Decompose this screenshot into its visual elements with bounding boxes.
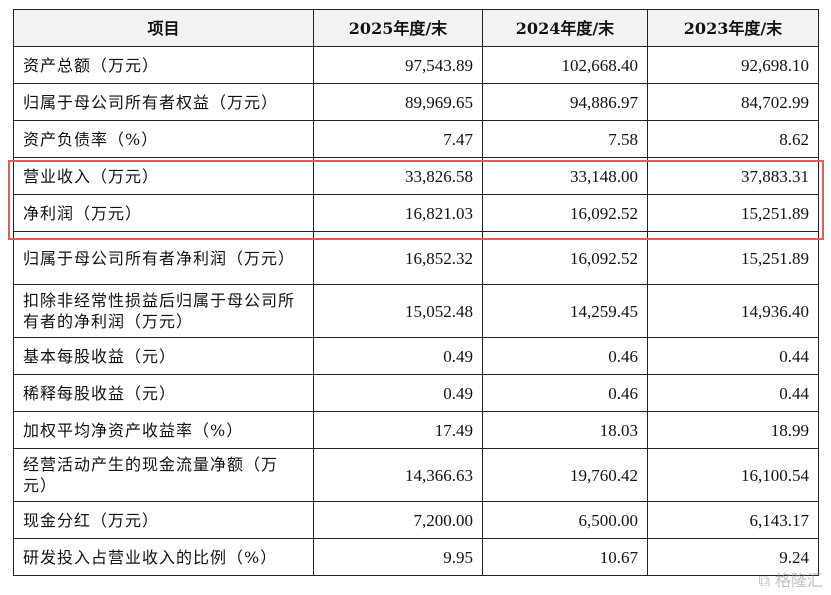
row-label: 扣除非经常性损益后归属于母公司所有者的净利润（万元） — [13, 284, 314, 338]
cell-value: 8.62 — [647, 120, 819, 158]
cell-value: 18.99 — [647, 411, 819, 449]
header-2025: 2025年度/末 — [313, 9, 483, 47]
cell-value: 19,760.42 — [482, 448, 648, 502]
header-item: 项目 — [13, 9, 314, 47]
table-row: 归属于母公司所有者权益（万元） 89,969.65 94,886.97 84,702.… — [13, 83, 819, 121]
cell-value: 16,852.32 — [313, 231, 483, 285]
watermark-logo: ⧉ 格隆汇 — [758, 571, 823, 590]
table-row: 研发投入占营业收入的比例（%） 9.95 10.67 9.24 — [13, 538, 819, 576]
cell-value: 16,100.54 — [647, 448, 819, 502]
cell-value: 0.46 — [482, 374, 648, 412]
cell-value: 0.46 — [482, 337, 648, 375]
cell-value: 0.44 — [647, 374, 819, 412]
cell-value: 7.47 — [313, 120, 483, 158]
cell-value: 92,698.10 — [647, 46, 819, 84]
cell-value: 33,826.58 — [313, 157, 483, 195]
cell-value: 6,143.17 — [647, 501, 819, 539]
cell-value: 16,092.52 — [482, 194, 648, 232]
cell-value: 84,702.99 — [647, 83, 819, 121]
table-row: 经营活动产生的现金流量净额（万元） 14,366.63 19,760.42 16,10… — [13, 448, 819, 502]
cell-value: 9.95 — [313, 538, 483, 576]
header-2024: 2024年度/末 — [482, 9, 648, 47]
row-label: 稀释每股收益（元） — [13, 374, 314, 412]
row-label: 归属于母公司所有者净利润（万元） — [13, 231, 314, 285]
cell-value: 0.49 — [313, 374, 483, 412]
cell-value: 7.58 — [482, 120, 648, 158]
cell-value: 14,936.40 — [647, 284, 819, 338]
row-label: 加权平均净资产收益率（%） — [13, 411, 314, 449]
table-row: 扣除非经常性损益后归属于母公司所有者的净利润（万元） 15,052.48 14,25… — [13, 284, 819, 338]
table-row: 净利润（万元） 16,821.03 16,092.52 15,251.89 — [13, 194, 819, 232]
cell-value: 94,886.97 — [482, 83, 648, 121]
table-row: 基本每股收益（元） 0.49 0.46 0.44 — [13, 337, 819, 375]
table-row: 资产负债率（%） 7.47 7.58 8.62 — [13, 120, 819, 158]
cell-value: 102,668.40 — [482, 46, 648, 84]
cell-value: 33,148.00 — [482, 157, 648, 195]
cell-value: 16,092.52 — [482, 231, 648, 285]
cell-value: 0.44 — [647, 337, 819, 375]
table-row: 归属于母公司所有者净利润（万元） 16,852.32 16,092.52 15,251… — [13, 231, 819, 285]
table-row: 营业收入（万元） 33,826.58 33,148.00 37,883.31 — [13, 157, 819, 195]
cell-value: 0.49 — [313, 337, 483, 375]
table-row: 资产总额（万元） 97,543.89 102,668.40 92,698.10 — [13, 46, 819, 84]
header-2023: 2023年度/末 — [647, 9, 819, 47]
row-label: 基本每股收益（元） — [13, 337, 314, 375]
cell-value: 15,052.48 — [313, 284, 483, 338]
row-label: 研发投入占营业收入的比例（%） — [13, 538, 314, 576]
table-row: 现金分红（万元） 7,200.00 6,500.00 6,143.17 — [13, 501, 819, 539]
cell-value: 15,251.89 — [647, 194, 819, 232]
cell-value: 10.67 — [482, 538, 648, 576]
cell-value: 37,883.31 — [647, 157, 819, 195]
cell-value: 6,500.00 — [482, 501, 648, 539]
cell-value: 89,969.65 — [313, 83, 483, 121]
cell-value: 9.24 — [647, 538, 819, 576]
cell-value: 14,366.63 — [313, 448, 483, 502]
row-label: 资产总额（万元） — [13, 46, 314, 84]
cell-value: 18.03 — [482, 411, 648, 449]
table-row: 稀释每股收益（元） 0.49 0.46 0.44 — [13, 374, 819, 412]
row-label: 经营活动产生的现金流量净额（万元） — [13, 448, 314, 502]
row-label: 资产负债率（%） — [13, 120, 314, 158]
cell-value: 14,259.45 — [482, 284, 648, 338]
cell-value: 97,543.89 — [313, 46, 483, 84]
cell-value: 17.49 — [313, 411, 483, 449]
financial-table: 项目 2025年度/末 2024年度/末 2023年度/末 资产总额（万元） 97… — [13, 9, 819, 576]
cell-value: 7,200.00 — [313, 501, 483, 539]
cell-value: 15,251.89 — [647, 231, 819, 285]
row-label: 现金分红（万元） — [13, 501, 314, 539]
row-label: 归属于母公司所有者权益（万元） — [13, 83, 314, 121]
row-label: 净利润（万元） — [13, 194, 314, 232]
cell-value: 16,821.03 — [313, 194, 483, 232]
header-row: 项目 2025年度/末 2024年度/末 2023年度/末 — [13, 9, 819, 47]
row-label: 营业收入（万元） — [13, 157, 314, 195]
table-row: 加权平均净资产收益率（%） 17.49 18.03 18.99 — [13, 411, 819, 449]
